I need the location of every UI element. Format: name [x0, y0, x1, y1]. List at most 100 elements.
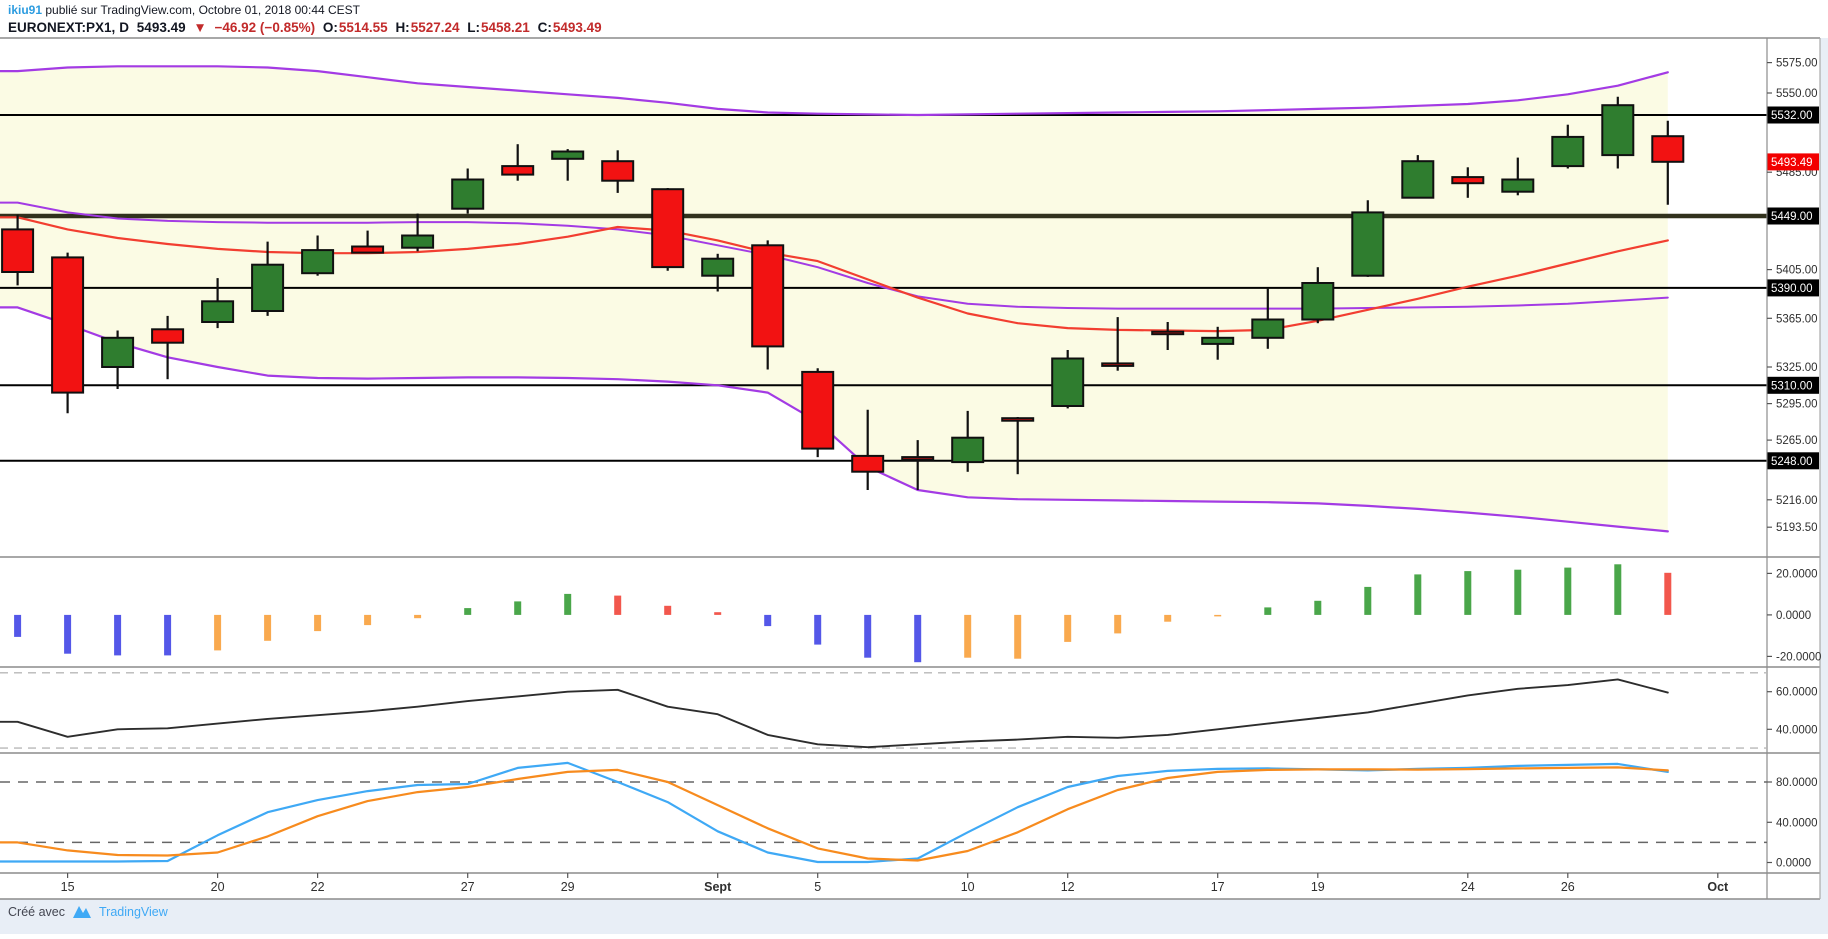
svg-text:80.0000: 80.0000 — [1776, 777, 1818, 789]
candle — [501, 165, 535, 176]
svg-text:22: 22 — [311, 880, 325, 894]
time-axis[interactable] — [0, 873, 1767, 899]
candle — [251, 263, 285, 313]
last-price-badge — [1767, 153, 1819, 171]
svg-text:Oct: Oct — [1707, 880, 1729, 894]
candle — [1351, 211, 1385, 277]
candle — [101, 336, 135, 368]
candle — [551, 150, 585, 160]
publish-line: ikiu91 publié sur TradingView.com, Octob… — [8, 3, 606, 17]
candle — [1401, 160, 1435, 199]
footer: Créé avec TradingView — [8, 903, 168, 920]
bb-upper-band — [0, 65, 1669, 117]
candle — [1551, 135, 1585, 168]
svg-text:15: 15 — [61, 880, 75, 894]
candle — [1051, 357, 1085, 407]
svg-text:5449.00: 5449.00 — [1771, 211, 1813, 223]
svg-text:0.0000: 0.0000 — [1776, 610, 1811, 622]
candle — [851, 454, 885, 473]
svg-text:5295.00: 5295.00 — [1776, 399, 1818, 411]
red-moving-average — [0, 216, 1669, 333]
bollinger-fill — [0, 66, 1668, 532]
candle — [1151, 330, 1185, 336]
main-chart-pane[interactable] — [0, 38, 1767, 557]
open-label: O: — [322, 20, 338, 35]
candle — [1201, 336, 1235, 345]
svg-text:40.0000: 40.0000 — [1776, 817, 1818, 829]
svg-text:20: 20 — [211, 880, 225, 894]
candle — [451, 178, 485, 210]
low-label: L: — [467, 20, 481, 35]
candle — [1001, 417, 1035, 422]
price-axis[interactable] — [1767, 38, 1820, 899]
close-value: 5493.49 — [552, 20, 602, 35]
histogram-pane[interactable] — [0, 557, 1767, 667]
candle — [601, 160, 635, 182]
svg-text:12: 12 — [1061, 880, 1075, 894]
svg-text:5325.00: 5325.00 — [1776, 362, 1818, 374]
candle — [301, 249, 335, 275]
svg-text:19: 19 — [1311, 880, 1325, 894]
candle — [751, 244, 785, 348]
symbol-line: EURONEXT:PX1, D 5493.49 ▼ −46.92 (−0.85%)… — [8, 20, 606, 35]
down-arrow-icon: ▼ — [193, 20, 207, 35]
created-with-text: Créé avec — [8, 904, 65, 919]
author-link[interactable]: ikiu91 — [8, 3, 43, 17]
svg-text:5365.00: 5365.00 — [1776, 313, 1818, 325]
svg-text:20.0000: 20.0000 — [1776, 568, 1818, 580]
candle — [1, 228, 35, 273]
candle — [951, 436, 985, 464]
price-level-badge — [1767, 376, 1819, 394]
price-level-badge — [1767, 207, 1819, 225]
rsi-pane[interactable] — [0, 667, 1767, 753]
candle — [1251, 318, 1285, 339]
symbol-name[interactable]: EURONEXT:PX1, — [8, 20, 116, 35]
svg-text:5575.00: 5575.00 — [1776, 58, 1818, 70]
candle — [1101, 362, 1135, 367]
svg-text:5193.50: 5193.50 — [1776, 522, 1818, 534]
tradingview-brand-link[interactable]: TradingView — [98, 904, 168, 919]
candle — [1301, 282, 1335, 321]
svg-text:5493.49: 5493.49 — [1771, 157, 1813, 169]
candle — [1651, 135, 1685, 163]
macd-histogram — [14, 564, 1672, 663]
svg-text:40.0000: 40.0000 — [1776, 724, 1818, 736]
svg-text:29: 29 — [561, 880, 575, 894]
svg-text:5265.00: 5265.00 — [1776, 435, 1818, 447]
svg-text:Sept: Sept — [704, 880, 732, 894]
candle — [1601, 104, 1635, 157]
candle — [201, 300, 235, 323]
svg-text:26: 26 — [1561, 880, 1575, 894]
close-label: C: — [537, 20, 552, 35]
last-price: 5493.49 — [136, 20, 186, 35]
svg-text:24: 24 — [1461, 880, 1475, 894]
svg-text:5532.00: 5532.00 — [1771, 110, 1813, 122]
svg-text:5216.00: 5216.00 — [1776, 495, 1818, 507]
candle — [51, 256, 85, 394]
interval-label: D — [119, 20, 130, 35]
low-value: 5458.21 — [481, 20, 530, 35]
stoch-d-line — [0, 766, 1669, 862]
price-level-badge — [1767, 452, 1819, 470]
candle — [651, 188, 685, 269]
svg-text:60.0000: 60.0000 — [1776, 687, 1818, 699]
bb-basis-line — [0, 201, 1669, 310]
svg-text:5248.00: 5248.00 — [1771, 456, 1813, 468]
svg-text:5310.00: 5310.00 — [1771, 380, 1813, 392]
candle — [351, 245, 385, 254]
candle — [1501, 178, 1535, 193]
stochastic-pane[interactable] — [0, 753, 1767, 873]
svg-text:-20.0000: -20.0000 — [1776, 651, 1821, 663]
open-value: 5514.55 — [338, 20, 388, 35]
candle — [701, 257, 735, 277]
svg-text:0.0000: 0.0000 — [1776, 858, 1811, 870]
svg-text:27: 27 — [461, 880, 475, 894]
high-value: 5527.24 — [410, 20, 460, 35]
svg-text:5550.00: 5550.00 — [1776, 88, 1818, 100]
change-text: −46.92 (−0.85%) — [214, 20, 316, 35]
candle — [401, 234, 435, 249]
rsi-line — [0, 678, 1669, 749]
tradingview-logo-icon[interactable] — [71, 903, 93, 920]
